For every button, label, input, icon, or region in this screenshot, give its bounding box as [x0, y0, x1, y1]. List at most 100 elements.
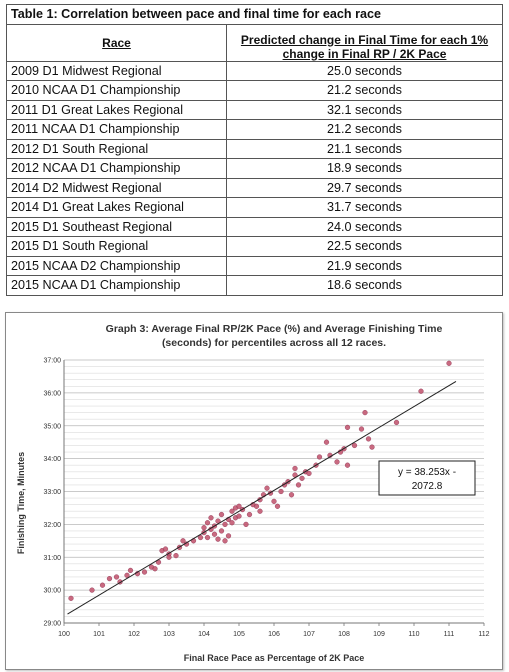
data-point [316, 454, 323, 460]
data-point [166, 554, 172, 560]
data-point [358, 426, 365, 432]
y-tick-label: 36:00 [43, 390, 61, 397]
column-header-predicted-change: Predicted change in Final Time for each … [226, 23, 503, 62]
data-point [257, 508, 263, 514]
chart-title-line-1: Graph 3: Average Final RP/2K Pace (%) an… [106, 323, 443, 335]
predicted-change-cell: 21.2 seconds [226, 80, 503, 101]
race-name-cell: 2015 D1 Southeast Regional [6, 216, 227, 237]
race-name-cell: 2011 NCAA D1 Championship [6, 119, 227, 140]
data-point [393, 419, 400, 426]
data-point [246, 511, 253, 518]
data-point [264, 485, 270, 491]
predicted-change-cell: 32.1 seconds [226, 99, 503, 120]
data-point [162, 546, 169, 552]
y-axis-title: Finishing Time, Minutes [16, 452, 26, 554]
data-point [173, 553, 179, 559]
x-axis-title: Final Race Pace as Percentage of 2K Pace [184, 653, 365, 663]
x-tick-label: 111 [444, 631, 455, 638]
predicted-change-cell: 31.7 seconds [226, 197, 503, 218]
header-line-1: Predicted change in Final Time for each … [240, 32, 489, 47]
table-row: 2015 NCAA D1 Championship 18.6 seconds [6, 275, 503, 296]
table-row: 2011 NCAA D1 Championship 21.2 seconds [6, 119, 503, 140]
predicted-change-cell: 29.7 seconds [226, 177, 503, 198]
race-name-cell: 2014 D2 Midwest Regional [6, 177, 227, 198]
data-point [89, 587, 95, 593]
table-caption: Table 1: Correlation between pace and fi… [6, 4, 503, 25]
race-name-cell: 2012 NCAA D1 Championship [6, 158, 227, 179]
x-tick-label: 110 [408, 631, 419, 638]
y-tick-label: 37:00 [43, 358, 61, 365]
data-point [229, 508, 235, 514]
data-point [180, 538, 186, 544]
data-point [68, 595, 74, 601]
data-point [274, 503, 281, 509]
correlation-table: Table 1: Correlation between pace and fi… [6, 4, 503, 296]
x-tick-label: 112 [478, 631, 489, 638]
x-tick-label: 103 [163, 631, 175, 638]
data-point [362, 409, 368, 416]
table-row: 2012 NCAA D1 Championship 18.9 seconds [6, 158, 503, 179]
data-point [253, 503, 260, 509]
table-row: 2015 D1 South Regional 22.5 seconds [6, 236, 503, 257]
race-name-cell: 2015 NCAA D1 Championship [6, 275, 227, 296]
data-point [344, 462, 351, 468]
x-tick-label: 102 [128, 631, 140, 638]
y-tick-label: 30:00 [43, 588, 61, 595]
scatter-chart: Graph 3: Average Final RP/2K Pace (%) an… [16, 323, 490, 663]
y-tick-label: 32:00 [43, 522, 61, 529]
data-point [113, 574, 120, 580]
race-name-cell: 2012 D1 South Regional [6, 138, 227, 159]
chart-title-line-2: (seconds) for percentiles across all 12 … [162, 337, 386, 349]
header-line-2: change in Final RP / 2K Pace [282, 46, 447, 61]
data-point [106, 576, 113, 582]
data-point [295, 482, 302, 488]
column-header-race: Race [6, 23, 227, 62]
data-point [222, 521, 228, 527]
equation-line-2: 2072.8 [412, 481, 443, 492]
race-name-cell: 2015 NCAA D2 Championship [6, 255, 227, 276]
predicted-change-cell: 21.1 seconds [226, 138, 503, 159]
y-tick-label: 35:00 [43, 423, 61, 430]
data-point [201, 525, 207, 531]
table-row: 2014 D1 Great Lakes Regional 31.7 seconds [6, 197, 503, 218]
table-row: 2012 D1 South Regional 21.1 seconds [6, 138, 503, 159]
data-point [271, 498, 277, 504]
data-point [306, 470, 312, 477]
correlation-table-container: Table 1: Correlation between pace and fi… [6, 4, 503, 296]
trendline [67, 380, 457, 615]
data-point [197, 534, 204, 541]
data-point [204, 520, 211, 526]
data-point [365, 436, 372, 442]
data-point [243, 521, 249, 527]
data-point [222, 538, 228, 544]
data-point [334, 459, 340, 465]
data-point [141, 569, 148, 575]
data-point [127, 567, 134, 574]
table-row: 2010 NCAA D1 Championship 21.2 seconds [6, 80, 503, 101]
x-tick-label: 106 [268, 631, 280, 638]
race-name-cell: 2010 NCAA D1 Championship [6, 80, 227, 101]
y-tick-label: 29:00 [43, 621, 61, 628]
data-point [446, 360, 452, 366]
data-point [278, 488, 284, 495]
data-point [215, 536, 221, 542]
data-point [211, 531, 218, 537]
race-name-cell: 2009 D1 Midwest Regional [6, 60, 227, 81]
data-point [218, 511, 225, 518]
data-point [299, 475, 305, 481]
x-tick-label: 101 [93, 631, 105, 638]
data-point [225, 533, 232, 539]
axes: 29:00 30:00 31:00 32:00 33:00 34:00 35:00 36:00… [43, 358, 489, 639]
predicted-change-cell: 18.9 seconds [226, 158, 503, 179]
data-point [236, 513, 242, 519]
predicted-change-cell: 24.0 seconds [226, 216, 503, 237]
data-point [204, 534, 211, 541]
data-point [218, 528, 225, 534]
regression-line [67, 380, 457, 615]
predicted-change-cell: 18.6 seconds [226, 275, 503, 296]
predicted-change-cell: 22.5 seconds [226, 236, 503, 257]
table-row: 2009 D1 Midwest Regional 25.0 seconds [6, 60, 503, 81]
data-point [344, 424, 351, 430]
table-row: 2015 D1 Southeast Regional 24.0 seconds [6, 216, 503, 237]
data-point [208, 515, 214, 521]
